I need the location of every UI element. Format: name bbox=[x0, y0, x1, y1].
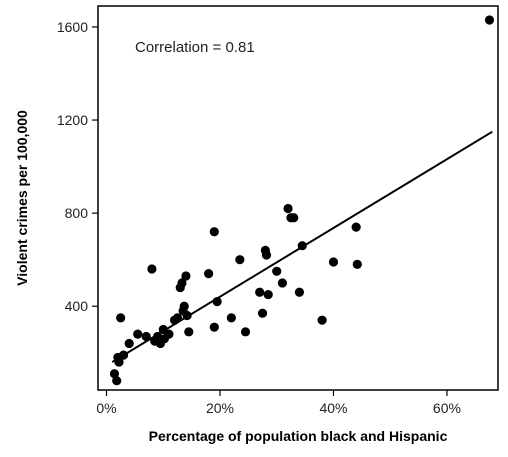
data-point bbox=[263, 289, 273, 300]
data-point bbox=[209, 322, 219, 332]
y-tick-label: 400 bbox=[65, 298, 89, 314]
data-point bbox=[484, 15, 495, 25]
y-tick-label: 1600 bbox=[57, 19, 88, 35]
y-tick-label: 800 bbox=[65, 205, 89, 221]
data-point bbox=[184, 327, 194, 337]
x-axis-ticks: 0% 20% 40% 60% bbox=[96, 390, 461, 416]
data-point bbox=[112, 376, 122, 386]
plot-area-frame bbox=[97, 5, 499, 391]
data-points bbox=[109, 15, 495, 386]
data-point bbox=[277, 278, 287, 288]
data-point bbox=[116, 313, 126, 323]
data-point bbox=[164, 329, 174, 339]
data-point bbox=[177, 278, 187, 288]
data-point bbox=[317, 315, 327, 325]
data-point bbox=[257, 308, 268, 318]
y-axis-ticks: 400 800 1200 1600 bbox=[57, 19, 98, 314]
data-point bbox=[240, 327, 251, 337]
x-tick-label: 20% bbox=[206, 400, 234, 416]
data-point bbox=[294, 287, 305, 297]
data-point bbox=[181, 271, 191, 281]
data-point bbox=[283, 203, 293, 214]
data-point bbox=[133, 329, 143, 339]
x-tick-label: 0% bbox=[96, 400, 116, 416]
data-point bbox=[272, 266, 282, 276]
data-point bbox=[124, 338, 134, 349]
y-tick-label: 1200 bbox=[57, 112, 88, 128]
x-tick-label: 40% bbox=[319, 400, 347, 416]
data-point bbox=[289, 213, 299, 223]
correlation-annotation: Correlation = 0.81 bbox=[135, 39, 255, 56]
data-point bbox=[179, 301, 189, 311]
regression-line bbox=[111, 130, 493, 363]
y-axis-title: Violent crimes per 100,000 bbox=[14, 110, 30, 286]
data-point bbox=[352, 259, 362, 269]
data-point bbox=[147, 264, 157, 274]
data-point bbox=[351, 222, 361, 232]
x-axis-title: Percentage of population black and Hispa… bbox=[149, 428, 448, 444]
data-point bbox=[204, 269, 214, 279]
data-point bbox=[328, 257, 339, 267]
data-point bbox=[235, 255, 245, 265]
data-point bbox=[209, 227, 219, 237]
data-point bbox=[109, 369, 120, 379]
data-point bbox=[226, 313, 236, 323]
data-point bbox=[255, 287, 265, 297]
data-point bbox=[261, 250, 272, 260]
x-tick-label: 60% bbox=[433, 400, 461, 416]
data-point bbox=[141, 331, 151, 342]
